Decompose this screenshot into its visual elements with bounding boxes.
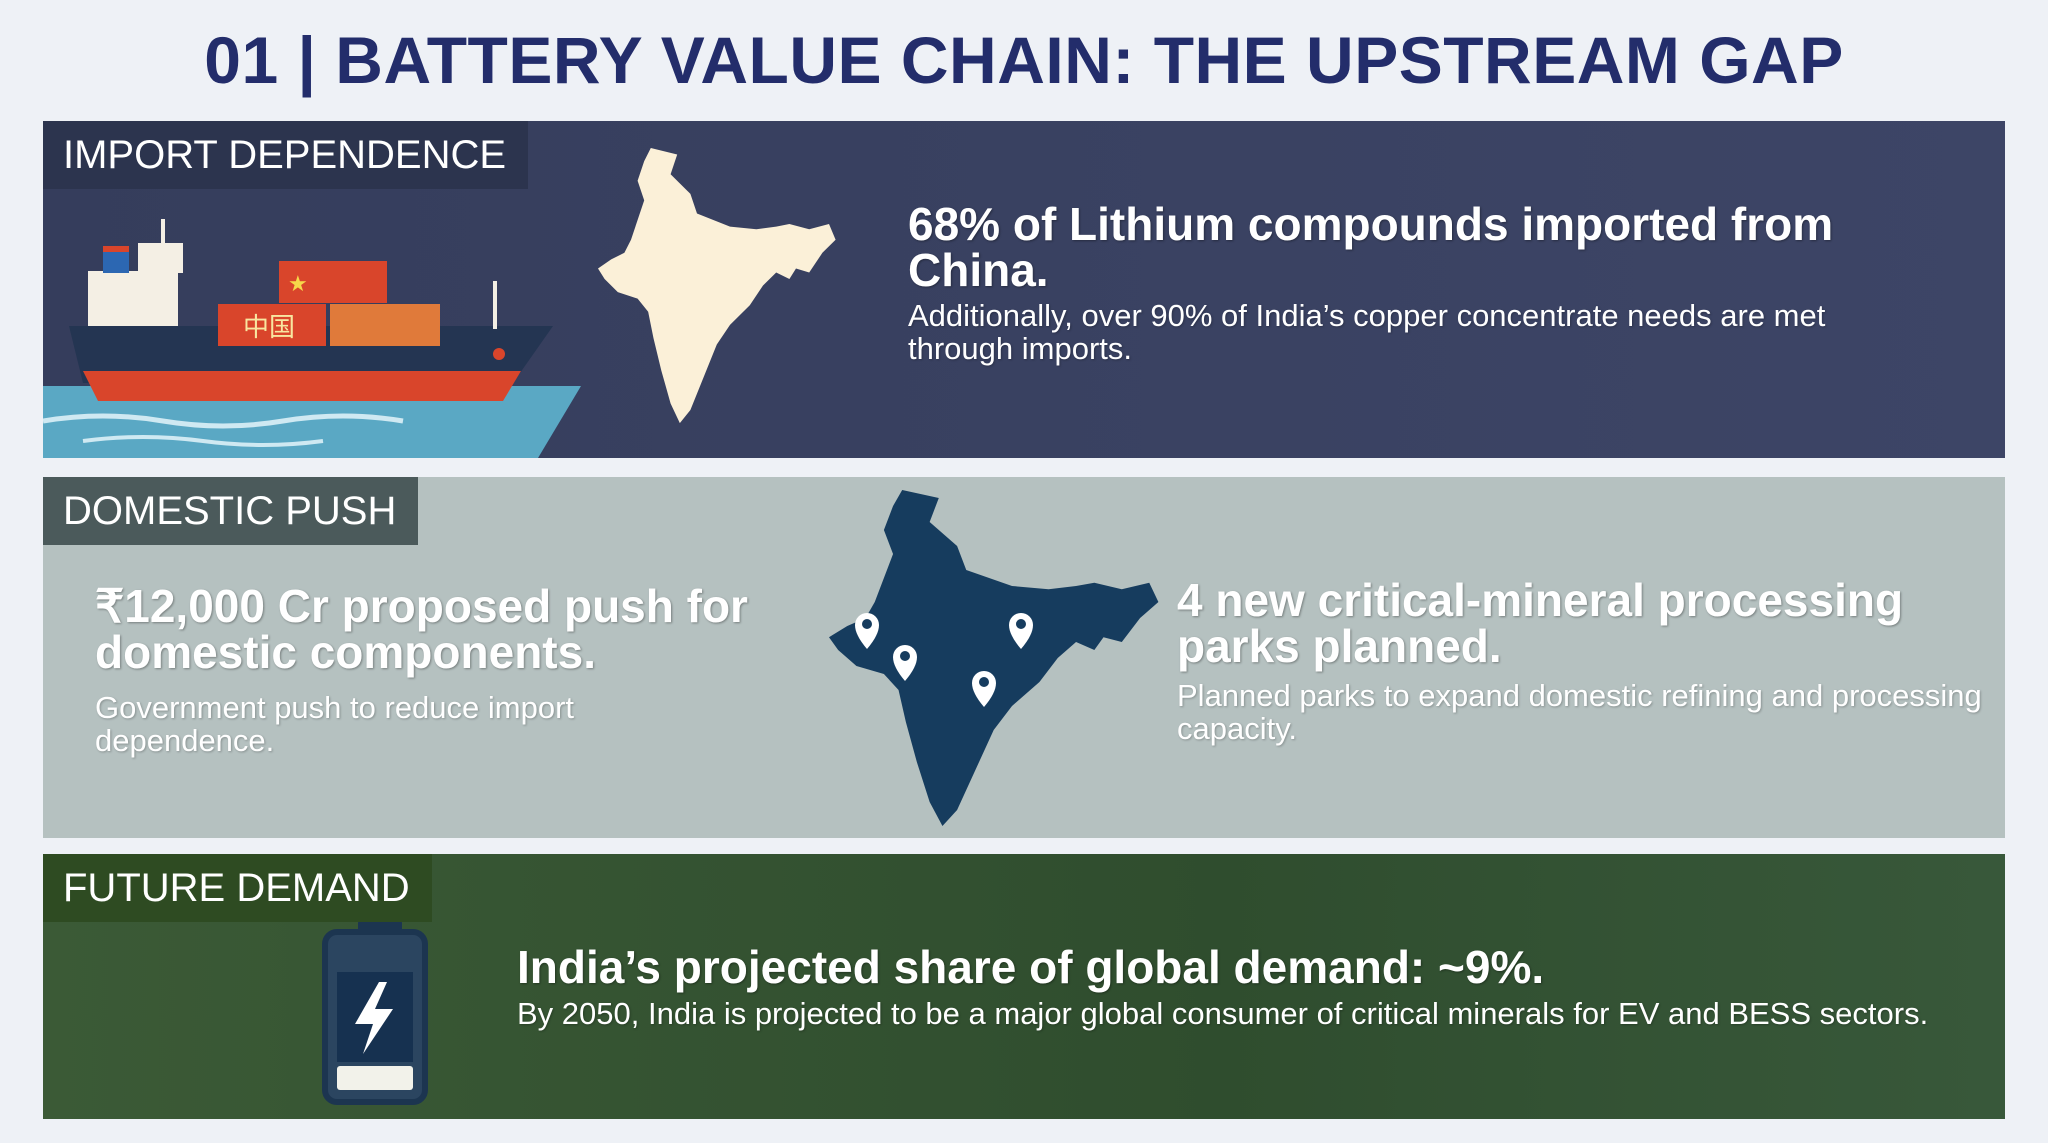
import-panel: 中国 ★ IMPORT DEPENDENCE 68% of Lithium co… <box>43 121 2005 458</box>
section-label: FUTURE DEMAND <box>43 854 432 922</box>
headline: ₹12,000 Cr proposed push for domestic co… <box>95 580 748 678</box>
section-label: IMPORT DEPENDENCE <box>43 121 529 189</box>
body-text: Planned parks to expand domestic refinin… <box>1177 678 1982 746</box>
battery-illustration <box>322 920 428 1105</box>
section-label: DOMESTIC PUSH <box>43 477 419 545</box>
page-title: 01 | BATTERY VALUE CHAIN: THE UPSTREAM G… <box>204 23 1844 97</box>
headline: 4 new critical-mineral processing parks … <box>1177 574 1904 672</box>
import-illustration: 中国 ★ <box>43 148 836 458</box>
body-text: Government push to reduce import depende… <box>95 690 575 758</box>
domestic-panel: DOMESTIC PUSH ₹12,000 Cr proposed push f… <box>43 477 2005 838</box>
demand-panel: FUTURE DEMAND India’s projected share of… <box>43 854 2005 1119</box>
domestic-illustration <box>829 490 1159 826</box>
body-text: Additionally, over 90% of India’s copper… <box>908 298 1826 366</box>
svg-text:中国: 中国 <box>243 312 295 342</box>
headline: 68% of Lithium compounds imported from C… <box>908 198 1834 296</box>
body-text: By 2050, India is projected to be a majo… <box>517 996 1929 1031</box>
headline: India’s projected share of global demand… <box>517 941 1545 993</box>
svg-text:★: ★ <box>288 271 308 296</box>
